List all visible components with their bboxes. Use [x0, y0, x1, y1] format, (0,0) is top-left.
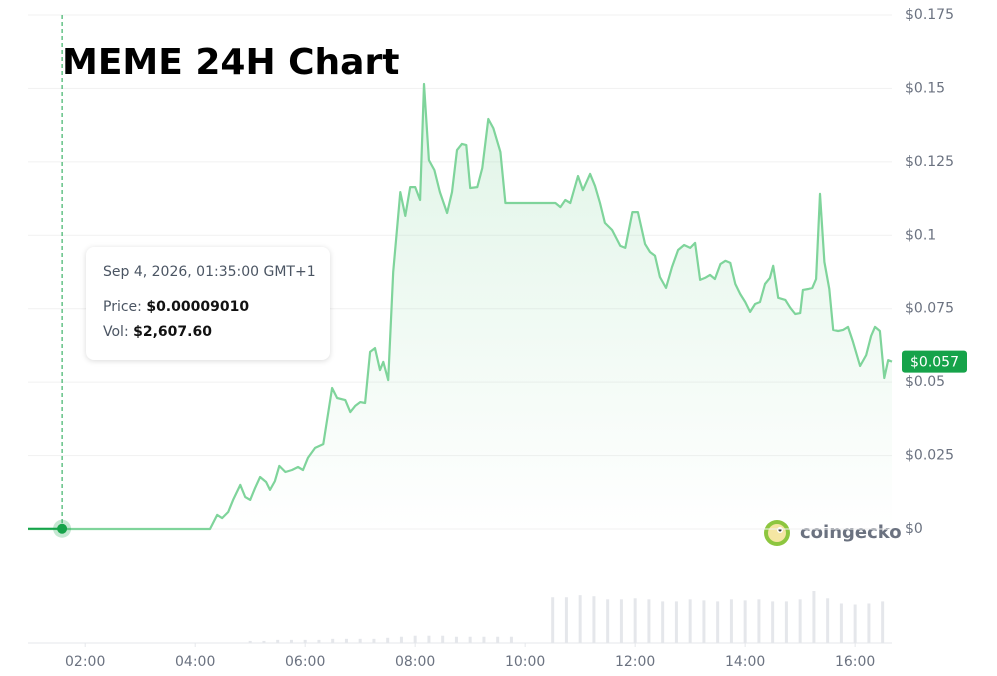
volume-bar	[619, 599, 623, 643]
volume-bar	[826, 598, 830, 643]
price-area	[28, 84, 892, 529]
y-tick-label: $0.175	[905, 7, 954, 23]
volume-bar	[276, 639, 280, 643]
x-tick-label: 12:00	[615, 654, 655, 670]
y-tick-label: $0.125	[905, 154, 954, 170]
price-label: Price:	[103, 299, 142, 315]
price-line	[28, 82, 893, 531]
volume-bar	[372, 638, 376, 643]
volume-bar	[784, 601, 788, 643]
volume-bar	[633, 598, 637, 643]
volume-bar	[262, 640, 266, 643]
x-tick-label: 02:00	[65, 654, 105, 670]
x-tick-label: 08:00	[395, 654, 435, 670]
volume-bar	[606, 599, 610, 643]
tooltip: Sep 4, 2026, 01:35:00 GMT+1 Price: $0.00…	[86, 247, 330, 360]
volume-bar	[331, 638, 335, 643]
volume-bar	[674, 601, 678, 643]
volume-bar	[564, 597, 568, 643]
y-tick-label: $0.075	[905, 301, 954, 317]
current-price-label: $0.057	[910, 355, 959, 371]
tooltip-vol: Vol: $2,607.60	[103, 324, 212, 340]
tooltip-date: Sep 4, 2026, 01:35:00 GMT+1	[103, 264, 316, 280]
y-tick-label: $0.05	[905, 374, 945, 390]
volume-bar	[702, 600, 706, 643]
y-tick-label: $0.1	[905, 227, 936, 243]
chart-title: MEME 24H Chart	[62, 42, 399, 83]
volume-bar	[688, 599, 692, 643]
y-tick-label: $0.15	[905, 80, 945, 96]
tooltip-price: Price: $0.00009010	[103, 299, 249, 315]
volume-bar	[812, 591, 816, 643]
volume-bar	[358, 638, 362, 643]
x-tick-label: 10:00	[505, 654, 545, 670]
volume-bar	[303, 639, 307, 643]
volume-bar	[427, 635, 431, 643]
volume-bar	[578, 595, 582, 643]
volume-bar	[386, 637, 390, 643]
vol-value: $2,607.60	[133, 324, 212, 340]
volume-bar	[867, 603, 871, 643]
volume-bar	[716, 601, 720, 643]
volume-bar	[344, 638, 348, 643]
volume-bar	[743, 600, 747, 643]
volume-bar	[839, 603, 843, 643]
volume-bar	[468, 636, 472, 643]
volume-bar	[647, 599, 651, 643]
x-tick-label: 04:00	[175, 654, 215, 670]
volume-bar	[661, 601, 665, 643]
volume-bar	[248, 640, 252, 643]
x-tick-label: 14:00	[725, 654, 765, 670]
volume-bar	[317, 639, 321, 643]
volume-bar	[551, 597, 555, 643]
volume-bar	[771, 601, 775, 643]
volume-bar	[482, 636, 486, 643]
y-tick-label: $0	[905, 521, 923, 537]
price-value: $0.00009010	[146, 299, 250, 315]
x-tick-label: 16:00	[835, 654, 875, 670]
vol-label: Vol:	[103, 324, 129, 340]
volume-bar	[509, 636, 513, 643]
volume-bar	[413, 635, 417, 643]
volume-bar	[399, 636, 403, 643]
x-tick-label: 06:00	[285, 654, 325, 670]
volume-bar	[496, 636, 500, 643]
volume-bar	[454, 636, 458, 643]
volume-bar	[757, 599, 761, 643]
volume-bar	[798, 599, 802, 643]
volume-bar	[441, 635, 445, 643]
current-price-tag	[902, 350, 967, 373]
volume-bar	[881, 601, 885, 643]
volume-bar	[592, 596, 596, 643]
hover-point	[57, 523, 68, 534]
volume-bar	[729, 599, 733, 643]
y-tick-label: $0.025	[905, 448, 954, 464]
volume-bar	[853, 604, 857, 643]
volume-bar	[289, 639, 293, 643]
